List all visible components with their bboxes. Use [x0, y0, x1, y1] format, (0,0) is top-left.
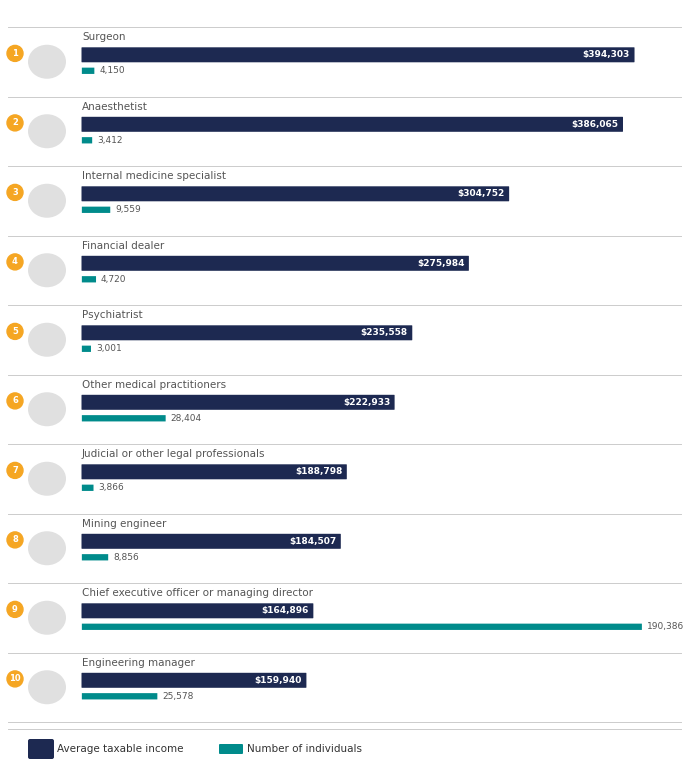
Text: Anaesthetist: Anaesthetist [82, 102, 148, 112]
FancyBboxPatch shape [82, 276, 96, 282]
Circle shape [7, 115, 23, 131]
Text: $188,798: $188,798 [295, 467, 342, 476]
Text: $159,940: $159,940 [254, 676, 302, 685]
Text: 8,856: 8,856 [113, 552, 138, 562]
Ellipse shape [28, 462, 66, 496]
Text: 4: 4 [12, 257, 18, 267]
FancyBboxPatch shape [81, 465, 347, 479]
Circle shape [7, 254, 23, 270]
FancyBboxPatch shape [81, 326, 412, 340]
FancyBboxPatch shape [81, 673, 307, 688]
Circle shape [7, 184, 23, 200]
Text: 190,386: 190,386 [647, 622, 684, 631]
Circle shape [7, 462, 23, 479]
Text: Mining engineer: Mining engineer [82, 519, 166, 529]
Text: 5: 5 [12, 327, 18, 336]
Text: 9,559: 9,559 [115, 205, 141, 214]
Text: Financial dealer: Financial dealer [82, 241, 164, 251]
FancyBboxPatch shape [82, 137, 92, 144]
Text: $304,752: $304,752 [457, 190, 504, 198]
Text: 3,001: 3,001 [96, 344, 121, 354]
Text: Average taxable income: Average taxable income [57, 744, 183, 754]
Text: 6: 6 [12, 396, 18, 406]
FancyBboxPatch shape [82, 68, 94, 74]
Ellipse shape [28, 253, 66, 287]
FancyBboxPatch shape [82, 485, 94, 491]
Ellipse shape [28, 322, 66, 357]
FancyBboxPatch shape [82, 415, 165, 421]
Text: 7: 7 [12, 466, 18, 475]
Ellipse shape [28, 114, 66, 148]
Text: Psychiatrist: Psychiatrist [82, 311, 143, 320]
FancyBboxPatch shape [81, 603, 313, 618]
Text: $386,065: $386,065 [571, 120, 619, 129]
Ellipse shape [28, 45, 66, 78]
FancyBboxPatch shape [81, 534, 341, 549]
FancyBboxPatch shape [81, 256, 469, 271]
Circle shape [7, 45, 23, 61]
Text: 2: 2 [12, 118, 18, 127]
Text: $394,303: $394,303 [583, 51, 630, 59]
Text: Judicial or other legal professionals: Judicial or other legal professionals [82, 449, 265, 459]
Text: 28,404: 28,404 [170, 414, 202, 423]
Text: 25,578: 25,578 [162, 692, 194, 701]
Ellipse shape [28, 671, 66, 704]
Text: 8: 8 [12, 535, 18, 545]
FancyBboxPatch shape [82, 207, 110, 213]
Text: Other medical practitioners: Other medical practitioners [82, 380, 226, 390]
Text: 3,412: 3,412 [97, 136, 123, 145]
Text: $184,507: $184,507 [289, 537, 336, 545]
Ellipse shape [28, 183, 66, 218]
FancyBboxPatch shape [219, 744, 243, 754]
Circle shape [7, 323, 23, 340]
Ellipse shape [28, 531, 66, 565]
FancyBboxPatch shape [81, 47, 635, 62]
Circle shape [7, 671, 23, 687]
FancyBboxPatch shape [81, 117, 623, 132]
Text: Engineering manager: Engineering manager [82, 658, 195, 668]
Text: $164,896: $164,896 [262, 606, 309, 615]
Circle shape [7, 601, 23, 618]
Text: 10: 10 [9, 674, 21, 684]
FancyBboxPatch shape [82, 624, 642, 630]
Text: Internal medicine specialist: Internal medicine specialist [82, 172, 226, 181]
Text: 9: 9 [12, 605, 18, 614]
Text: $222,933: $222,933 [343, 398, 390, 407]
Text: 1: 1 [12, 49, 18, 58]
Text: Chief executive officer or managing director: Chief executive officer or managing dire… [82, 588, 313, 598]
FancyBboxPatch shape [82, 554, 108, 560]
Circle shape [7, 532, 23, 548]
FancyBboxPatch shape [82, 693, 157, 699]
Text: Surgeon: Surgeon [82, 33, 125, 43]
Ellipse shape [28, 392, 66, 427]
Text: 3,866: 3,866 [99, 483, 124, 493]
FancyBboxPatch shape [81, 395, 395, 409]
Circle shape [7, 393, 23, 409]
Text: $235,558: $235,558 [360, 329, 408, 337]
Ellipse shape [28, 601, 66, 635]
Text: $275,984: $275,984 [417, 259, 464, 268]
FancyBboxPatch shape [81, 186, 509, 201]
FancyBboxPatch shape [28, 739, 54, 759]
Text: 4,720: 4,720 [101, 275, 126, 284]
Text: 3: 3 [12, 188, 18, 197]
Text: 4,150: 4,150 [99, 66, 125, 75]
Text: Number of individuals: Number of individuals [247, 744, 362, 754]
FancyBboxPatch shape [82, 346, 91, 352]
